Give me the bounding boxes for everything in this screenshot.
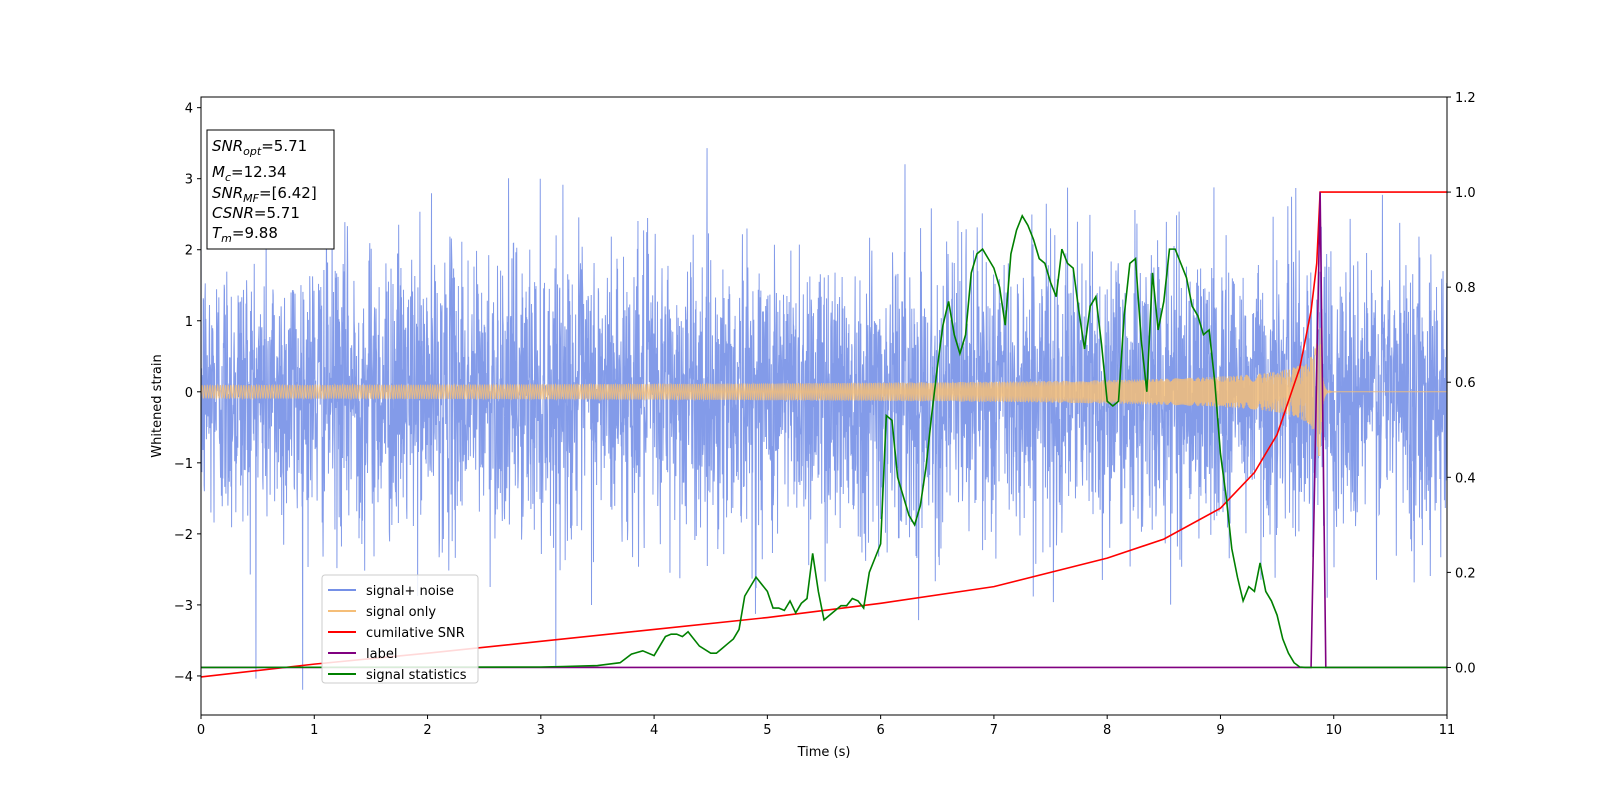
info-line: SNRopt=5.71 xyxy=(212,137,307,158)
axes-frame xyxy=(200,96,1448,716)
y-right-tick-label: 0.0 xyxy=(1455,661,1476,676)
y-left-tick-label: −3 xyxy=(174,599,193,614)
series-cumulative-snr xyxy=(201,191,1447,678)
y-left-tick-label: −4 xyxy=(174,670,193,685)
y-right-tick-label: 1.0 xyxy=(1455,186,1476,201)
y-right-tick-label: 0.8 xyxy=(1455,281,1476,296)
x-tick-label: 2 xyxy=(423,723,431,738)
legend-label: signal only xyxy=(366,605,436,620)
legend: signal+ noise signal only cumilative SNR la… xyxy=(321,574,479,684)
x-tick-label: 8 xyxy=(1103,723,1111,738)
info-line: SNRMF=[6.42] xyxy=(212,184,317,205)
x-tick-label: 7 xyxy=(990,723,998,738)
x-tick-label: 9 xyxy=(1216,723,1224,738)
x-tick-label: 5 xyxy=(763,723,771,738)
series-signal-only xyxy=(201,327,1447,456)
y-right-tick-label: 0.4 xyxy=(1455,471,1476,486)
info-line: Tm=9.88 xyxy=(212,224,278,245)
y-left-tick-label: −1 xyxy=(174,457,193,472)
legend-label: cumilative SNR xyxy=(366,626,465,641)
y-left-tick-label: 0 xyxy=(185,386,193,401)
y-right-tick-label: 0.2 xyxy=(1455,566,1476,581)
x-axis-label: Time (s) xyxy=(797,745,851,760)
y-left-tick-label: 4 xyxy=(185,102,193,117)
info-box-frame xyxy=(206,129,335,250)
y-left-tick-label: 3 xyxy=(185,173,193,188)
y-right-tick-label: 1.2 xyxy=(1455,91,1476,106)
series-signal-statistics xyxy=(201,214,1447,669)
y-left-tick-label: 2 xyxy=(185,244,193,259)
legend-label: signal+ noise xyxy=(366,584,454,599)
x-tick-label: 6 xyxy=(876,723,884,738)
x-tick-label: 4 xyxy=(650,723,658,738)
axis-ticks: 0 1 2 3 4 5 6 7 8 9 10 1143210−1−2−3−41.21.00.80.60… xyxy=(174,91,1476,738)
x-tick-label: 3 xyxy=(537,723,545,738)
x-tick-label: 10 xyxy=(1325,723,1342,738)
info-line: CSNR=5.71 xyxy=(212,204,300,222)
plot-area xyxy=(201,148,1447,690)
x-tick-label: 11 xyxy=(1439,723,1456,738)
y-left-tick-label: 1 xyxy=(185,315,193,330)
y-left-tick-label: −2 xyxy=(174,528,193,543)
x-tick-label: 1 xyxy=(310,723,318,738)
info-line: Mc=12.34 xyxy=(212,163,287,184)
y-axis-label: Whitened strain xyxy=(150,354,165,457)
y-right-tick-label: 0.6 xyxy=(1455,376,1476,391)
x-tick-label: 0 xyxy=(197,723,205,738)
info-box: SNRopt=5.71 Mc=12.34SNRMF=[6.42]CSNR=5.71… xyxy=(206,129,335,250)
legend-label: signal statistics xyxy=(366,668,467,683)
legend-label: label xyxy=(366,647,397,662)
legend-frame xyxy=(321,574,479,684)
